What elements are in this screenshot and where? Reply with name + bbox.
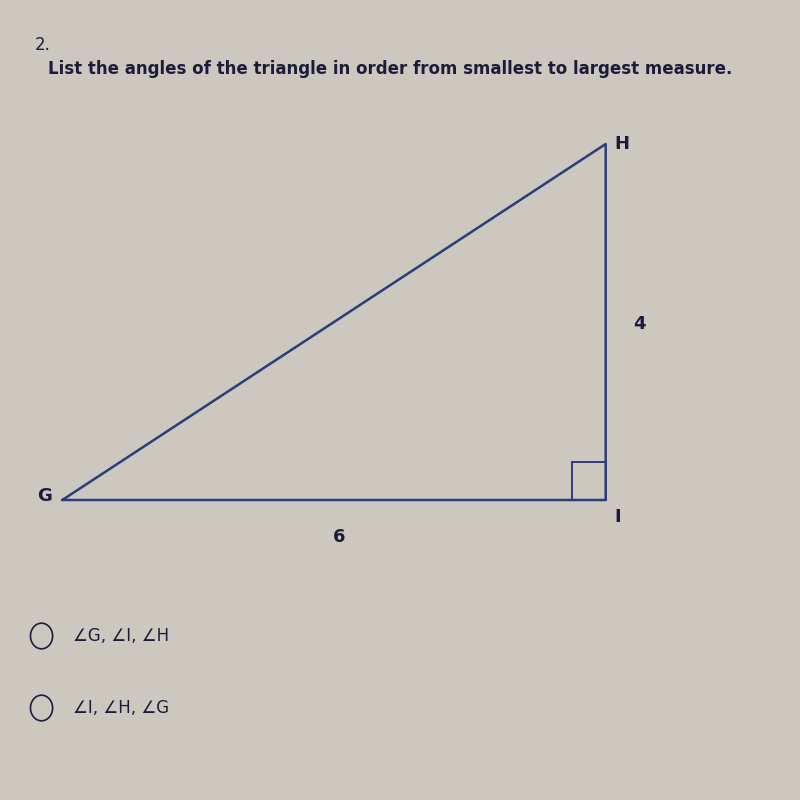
Text: H: H [614,135,630,153]
Text: 6: 6 [333,528,346,546]
Text: 2.: 2. [34,36,50,54]
Text: G: G [37,487,52,505]
Text: I: I [614,508,622,526]
Text: List the angles of the triangle in order from smallest to largest measure.: List the angles of the triangle in order… [49,60,733,78]
Text: ∠I, ∠H, ∠G: ∠I, ∠H, ∠G [73,699,169,717]
Text: ∠G, ∠I, ∠H: ∠G, ∠I, ∠H [73,627,169,645]
Text: 4: 4 [634,315,646,333]
Bar [573,462,606,500]
